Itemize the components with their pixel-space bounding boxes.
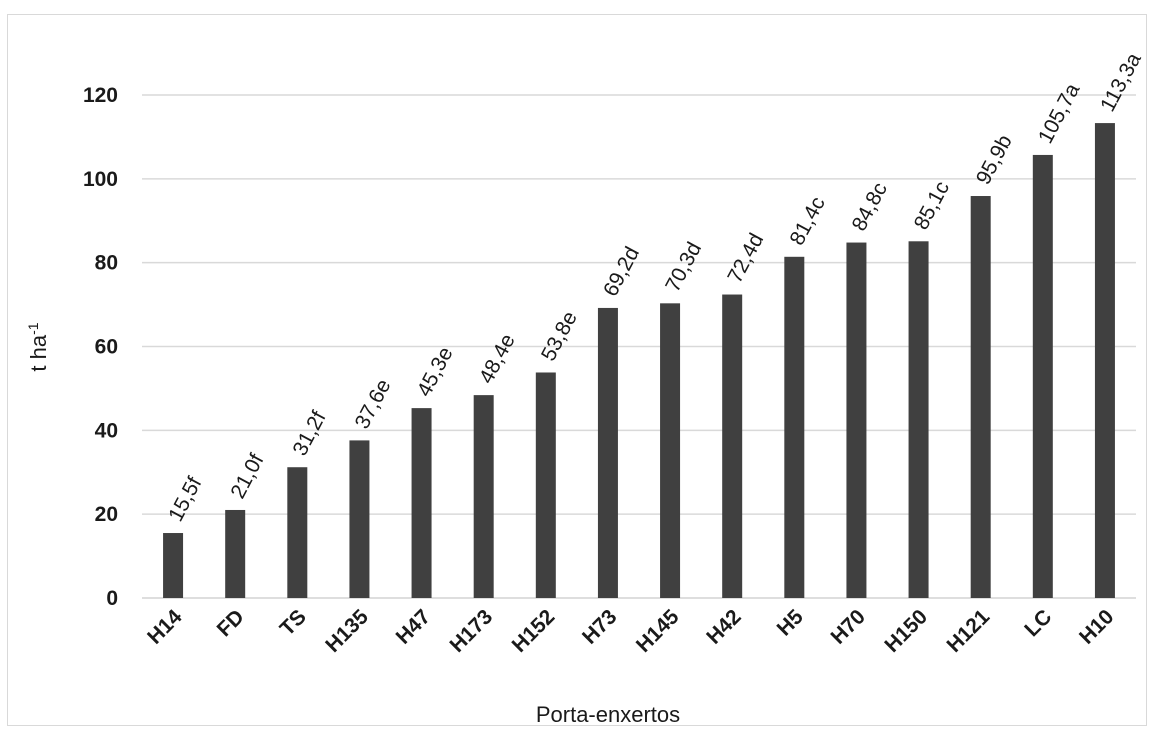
x-category-label: H42 — [702, 605, 746, 649]
y-tick-label: 0 — [106, 587, 118, 610]
data-label: 53,8e — [537, 308, 582, 365]
data-label: 72,4d — [723, 230, 768, 287]
x-category-label: H47 — [392, 605, 436, 649]
x-category-label: H70 — [826, 605, 870, 649]
y-tick-label: 120 — [83, 84, 118, 107]
bar-h14 — [163, 533, 184, 598]
data-label: 31,2f — [288, 407, 330, 459]
x-category-label: H150 — [880, 605, 932, 657]
x-category-label: H14 — [143, 605, 187, 649]
data-label: 85,1c — [910, 177, 954, 233]
y-tick-label: 60 — [95, 336, 118, 359]
data-label: 37,6e — [351, 376, 396, 433]
bar-h135 — [349, 440, 370, 598]
y-axis-title: t ha-1 — [25, 322, 51, 371]
data-label: 21,0f — [226, 450, 268, 502]
data-label: 69,2d — [599, 243, 644, 300]
bar-h70 — [846, 242, 867, 598]
x-category-label: FD — [213, 605, 249, 641]
data-label: 15,5f — [164, 473, 206, 525]
data-label: 113,3a — [1096, 49, 1146, 115]
x-category-label: H173 — [445, 605, 497, 657]
x-category-label: H152 — [508, 605, 560, 657]
y-tick-label: 20 — [95, 503, 118, 526]
chart-frame — [7, 14, 1147, 726]
data-label: 84,8c — [848, 179, 892, 235]
y-tick-labels: 0 20 40 60 80 100 120 — [83, 84, 118, 610]
bar-fd — [225, 509, 246, 598]
bar-h145 — [660, 303, 681, 598]
bar-ts — [287, 467, 308, 598]
x-category-label: H135 — [321, 605, 373, 657]
bar-h47 — [411, 408, 432, 598]
bar-h42 — [722, 294, 743, 598]
bar-h121 — [970, 196, 991, 598]
y-axis-title-sup: -1 — [25, 322, 41, 335]
x-axis-title: Porta-enxertos — [536, 702, 680, 727]
bar-h10 — [1094, 123, 1115, 598]
bar-h73 — [597, 307, 618, 598]
y-axis-title-base: t ha — [26, 334, 51, 371]
data-label: 45,3e — [413, 343, 458, 400]
bar-lc — [1032, 154, 1053, 598]
x-category-label: TS — [276, 605, 311, 640]
data-label: 48,4e — [475, 330, 520, 387]
bar-h5 — [784, 256, 805, 598]
data-label: 105,7a — [1034, 79, 1085, 147]
x-category-label: H145 — [632, 605, 684, 657]
bar-h152 — [535, 372, 556, 598]
bar-h173 — [473, 395, 494, 598]
bar-h150 — [908, 241, 929, 598]
bars — [163, 123, 1115, 598]
x-category-label: H10 — [1075, 605, 1119, 649]
data-label: 81,4c — [785, 193, 829, 249]
x-category-label: H73 — [578, 605, 622, 649]
data-labels: 15,5f 21,0f 31,2f 37,6e 45,3e 48,4e 53,8e 69,2d… — [164, 49, 1146, 525]
y-tick-label: 100 — [83, 168, 118, 191]
x-category-label: H5 — [773, 605, 808, 640]
x-category-labels: H14 FD TS H135 H47 H173 H152 H73 H145 H42 H5 H70 H15… — [143, 605, 1118, 657]
x-category-label: H121 — [942, 605, 994, 657]
data-label: 70,3d — [661, 238, 706, 295]
y-tick-label: 40 — [95, 419, 118, 442]
x-category-label: LC — [1020, 605, 1056, 641]
y-tick-label: 80 — [95, 252, 118, 275]
gridlines — [142, 94, 1136, 599]
data-label: 95,9b — [972, 131, 1017, 188]
